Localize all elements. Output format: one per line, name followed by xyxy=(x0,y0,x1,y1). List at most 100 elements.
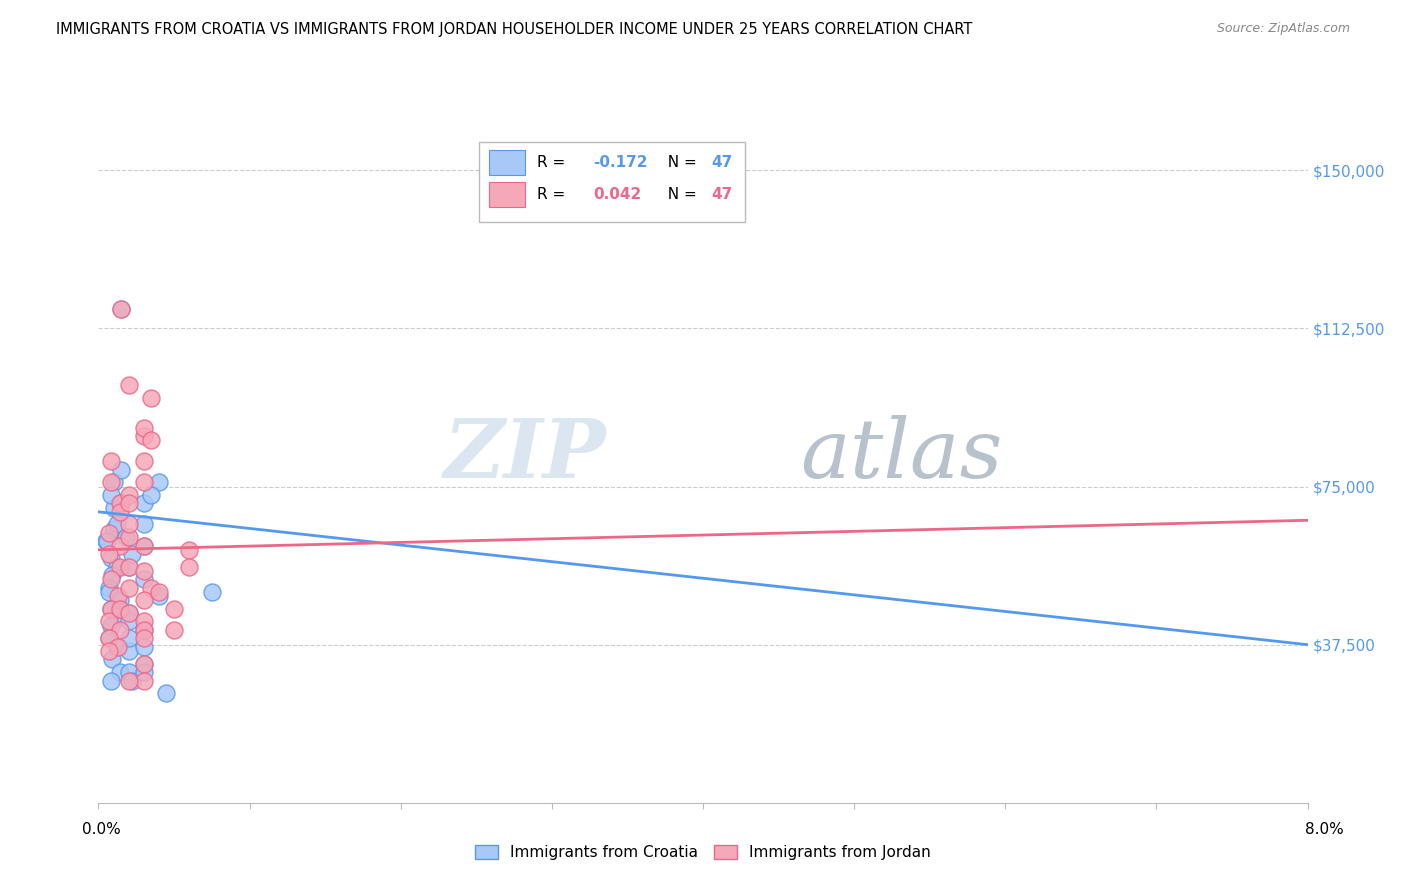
Point xyxy=(118,606,141,620)
Text: -0.172: -0.172 xyxy=(593,155,648,169)
Point xyxy=(163,602,186,616)
Point xyxy=(121,673,143,688)
Point xyxy=(108,623,131,637)
Point xyxy=(148,475,170,490)
Text: N =: N = xyxy=(658,155,702,169)
Point xyxy=(110,302,132,317)
Point xyxy=(100,454,122,468)
Point xyxy=(118,606,141,620)
Point xyxy=(118,559,141,574)
Point xyxy=(118,615,141,629)
Point xyxy=(105,559,128,574)
Point xyxy=(118,632,141,646)
Point xyxy=(108,593,131,607)
Point xyxy=(107,640,129,654)
Point xyxy=(100,673,122,688)
Point xyxy=(101,568,124,582)
Point xyxy=(132,429,155,443)
Point xyxy=(132,615,155,629)
Point xyxy=(98,547,121,561)
Point xyxy=(163,623,186,637)
Point xyxy=(141,391,163,405)
Point xyxy=(98,615,121,629)
Point xyxy=(118,673,141,688)
Point xyxy=(118,530,141,544)
FancyBboxPatch shape xyxy=(489,150,526,175)
Point xyxy=(103,500,125,515)
Text: R =: R = xyxy=(537,155,571,169)
Point xyxy=(132,539,155,553)
Text: 0.0%: 0.0% xyxy=(82,822,121,837)
Text: 8.0%: 8.0% xyxy=(1305,822,1344,837)
Point xyxy=(100,488,122,502)
Point xyxy=(141,433,163,447)
Point xyxy=(148,585,170,599)
Text: atlas: atlas xyxy=(800,415,1002,495)
Point xyxy=(105,517,128,532)
Point xyxy=(179,542,201,557)
Point xyxy=(108,559,131,574)
Point xyxy=(132,454,155,468)
Text: R =: R = xyxy=(537,186,571,202)
Text: 47: 47 xyxy=(711,186,733,202)
Point xyxy=(118,496,141,510)
Point xyxy=(132,640,155,654)
Point xyxy=(132,564,155,578)
Text: N =: N = xyxy=(658,186,702,202)
Point xyxy=(132,632,155,646)
Point xyxy=(108,539,131,553)
Point xyxy=(94,534,117,549)
Point xyxy=(132,420,155,434)
FancyBboxPatch shape xyxy=(479,142,745,222)
Point xyxy=(132,673,155,688)
Point xyxy=(141,581,163,595)
Point xyxy=(132,572,155,586)
Text: 0.042: 0.042 xyxy=(593,186,641,202)
Point xyxy=(118,581,141,595)
Point xyxy=(118,559,141,574)
Point xyxy=(118,665,141,679)
Point xyxy=(110,496,132,510)
Point xyxy=(132,593,155,607)
Point xyxy=(114,530,136,544)
Text: ZIP: ZIP xyxy=(444,415,606,495)
Point xyxy=(101,652,124,666)
Point xyxy=(98,581,121,595)
Point xyxy=(155,686,177,700)
Point xyxy=(132,657,155,671)
Point xyxy=(108,665,131,679)
Point xyxy=(132,539,155,553)
Point xyxy=(132,665,155,679)
Point xyxy=(201,585,224,599)
Point xyxy=(100,602,122,616)
Point xyxy=(98,585,121,599)
Point xyxy=(105,640,128,654)
Point xyxy=(107,610,129,624)
Point xyxy=(103,522,125,536)
Point xyxy=(108,496,131,510)
Text: Source: ZipAtlas.com: Source: ZipAtlas.com xyxy=(1216,22,1350,36)
Point xyxy=(100,475,122,490)
Point xyxy=(100,572,122,586)
Point xyxy=(110,463,132,477)
Point xyxy=(132,496,155,510)
Point xyxy=(179,559,201,574)
Text: IMMIGRANTS FROM CROATIA VS IMMIGRANTS FROM JORDAN HOUSEHOLDER INCOME UNDER 25 YE: IMMIGRANTS FROM CROATIA VS IMMIGRANTS FR… xyxy=(56,22,973,37)
Point xyxy=(103,475,125,490)
Point xyxy=(121,547,143,561)
Point xyxy=(132,623,155,637)
Point xyxy=(98,644,121,658)
Point xyxy=(108,602,131,616)
Point xyxy=(118,517,141,532)
Point xyxy=(98,525,121,540)
Point xyxy=(148,589,170,603)
Point xyxy=(100,551,122,566)
Point xyxy=(107,589,129,603)
Point xyxy=(141,488,163,502)
Point xyxy=(96,534,118,549)
Legend: Immigrants from Croatia, Immigrants from Jordan: Immigrants from Croatia, Immigrants from… xyxy=(470,839,936,866)
Point xyxy=(98,632,121,646)
Point xyxy=(100,602,122,616)
Point xyxy=(132,657,155,671)
Point xyxy=(118,644,141,658)
